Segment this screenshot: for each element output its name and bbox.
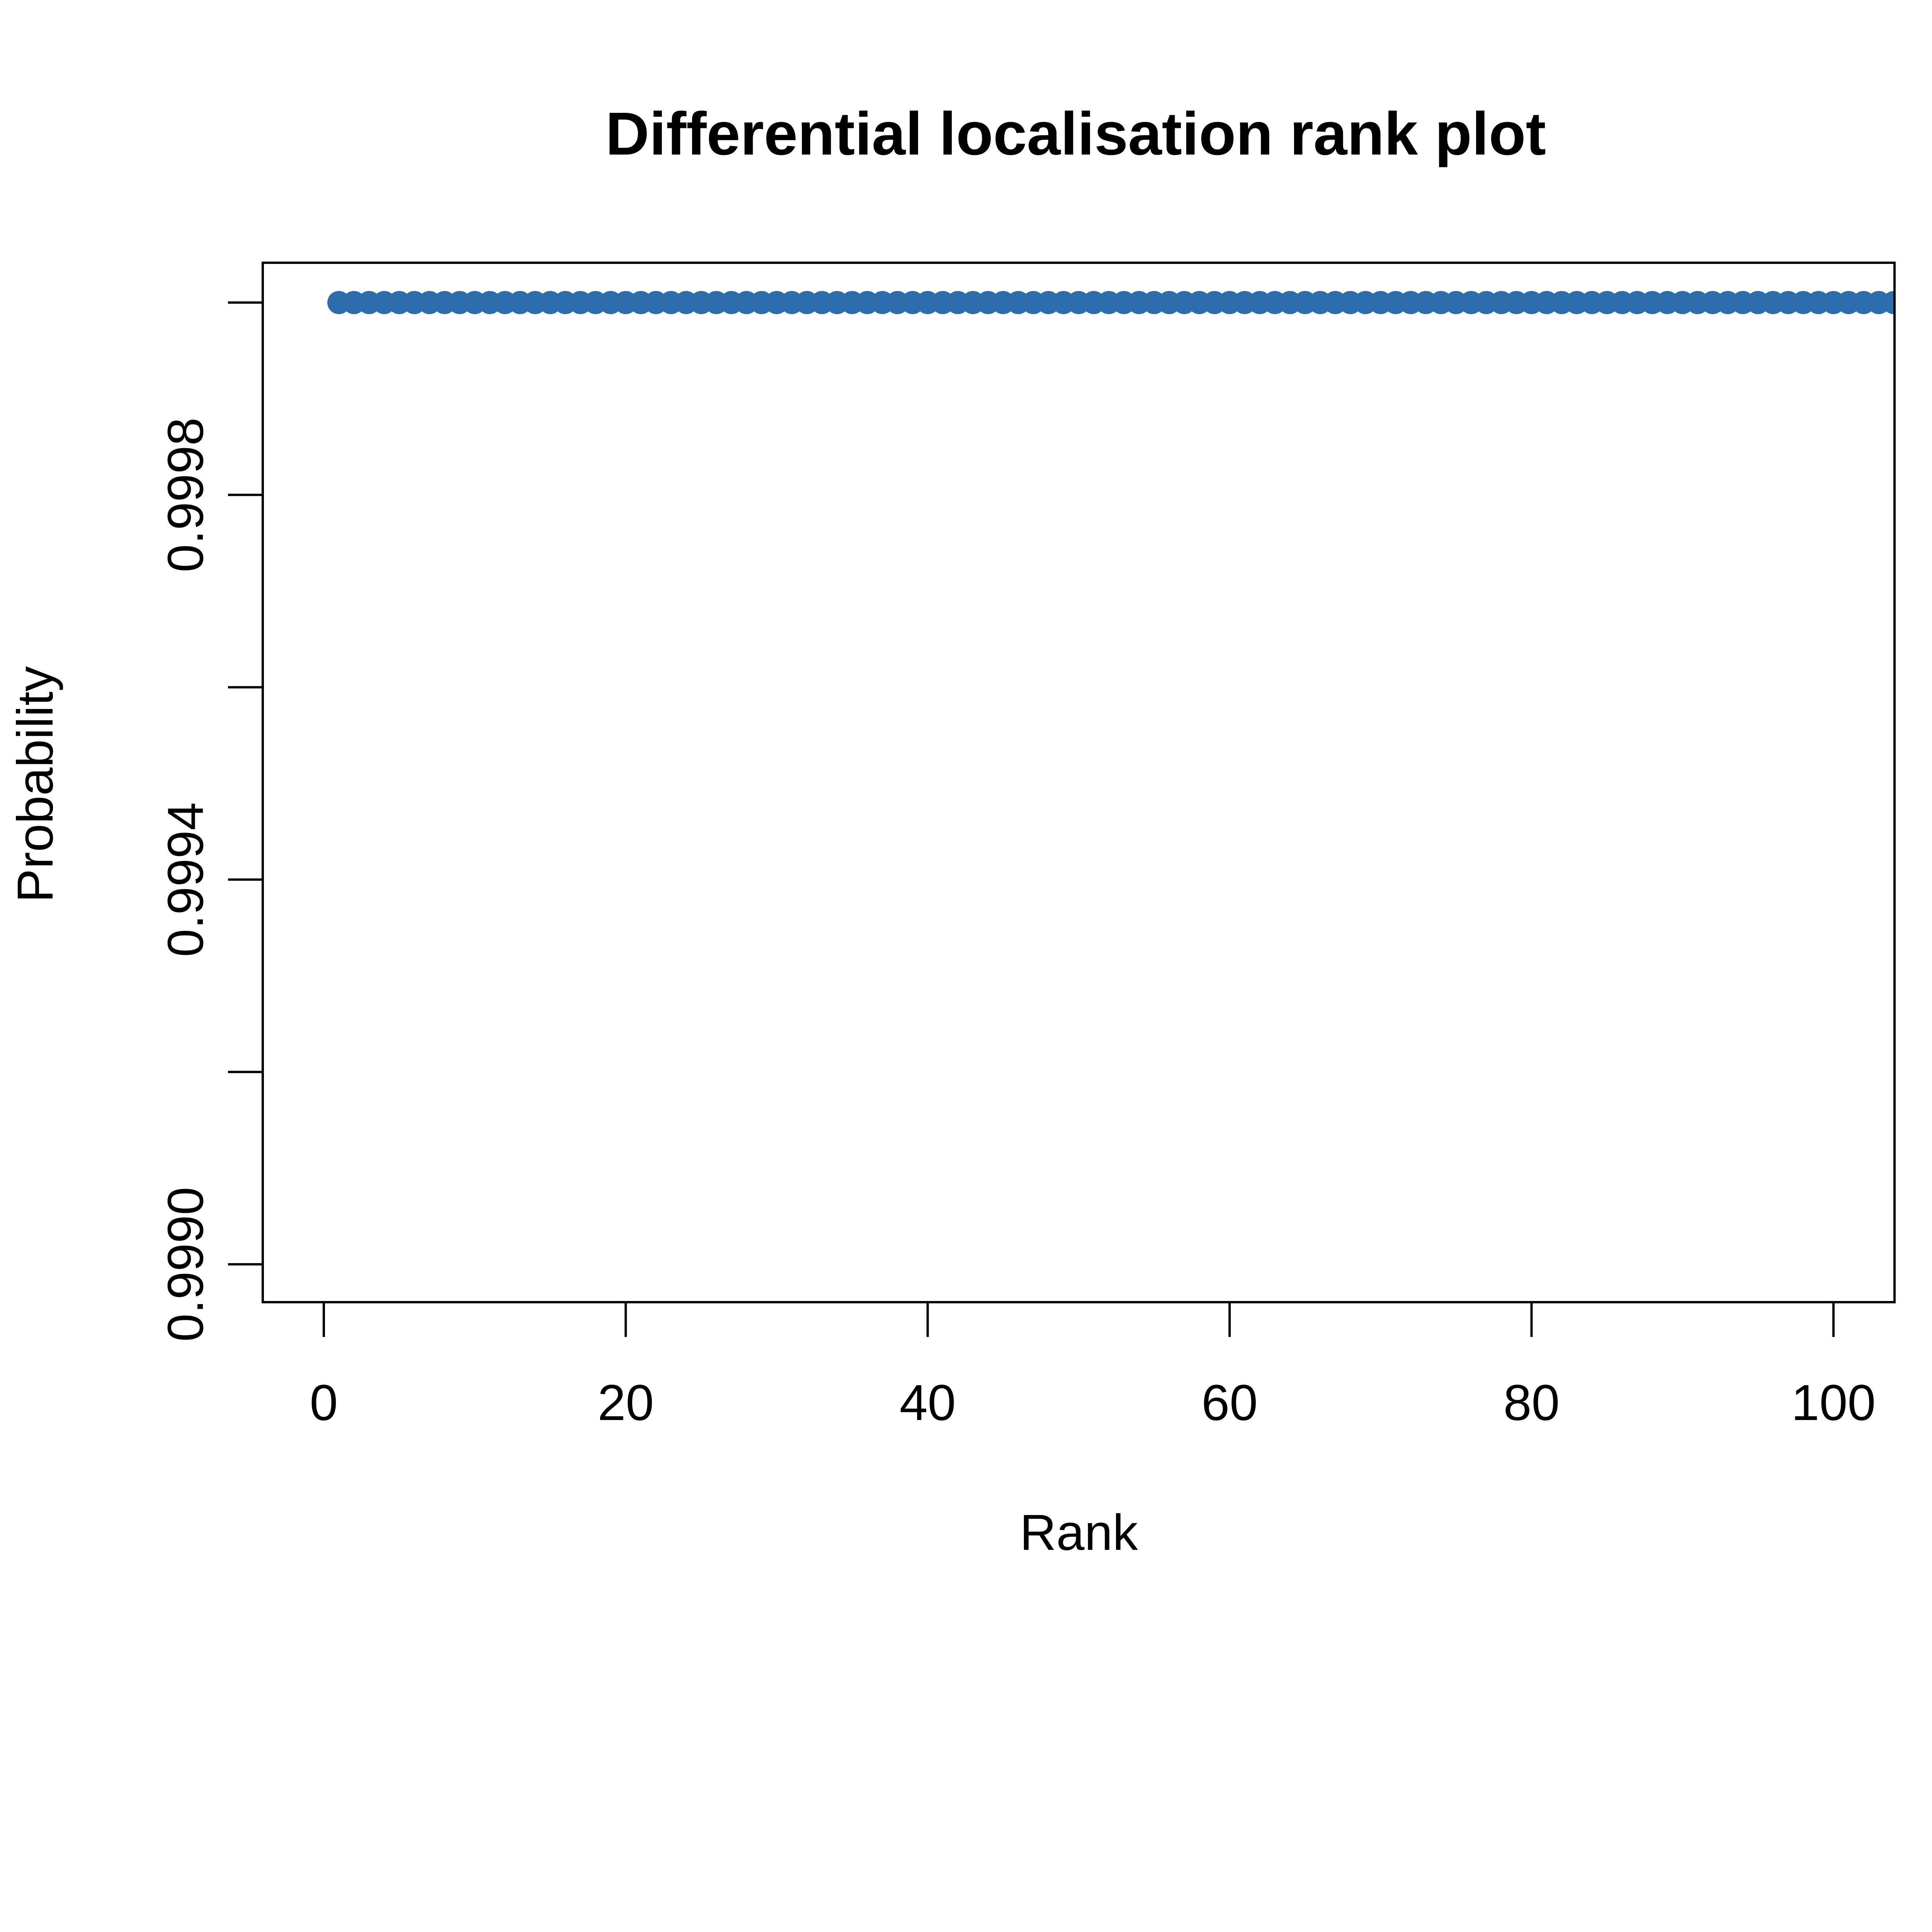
- y-axis: 0.9990 0.9994 0.9998: [157, 301, 263, 1342]
- x-tick-label: 20: [598, 1374, 654, 1431]
- y-axis-label: Probability: [7, 666, 63, 903]
- x-tick-label: 40: [900, 1374, 956, 1431]
- y-tick-label: 0.9990: [157, 1187, 214, 1342]
- x-axis: 0 20 40 60 80 100: [310, 1302, 1876, 1431]
- plot-box: [262, 262, 1896, 1303]
- x-tick-label: 80: [1503, 1374, 1560, 1431]
- x-tick-label: 0: [310, 1374, 338, 1431]
- points-layer: [327, 291, 1895, 314]
- x-tick-label: 60: [1201, 1374, 1258, 1431]
- y-tick-label: 0.9998: [157, 417, 214, 572]
- y-tick-label: 0.9994: [157, 802, 214, 957]
- chart-title: Differential localisation rank plot: [605, 100, 1546, 168]
- x-axis-label: Rank: [1020, 1504, 1138, 1561]
- x-tick-label: 100: [1791, 1374, 1876, 1431]
- data-point: [1882, 291, 1895, 314]
